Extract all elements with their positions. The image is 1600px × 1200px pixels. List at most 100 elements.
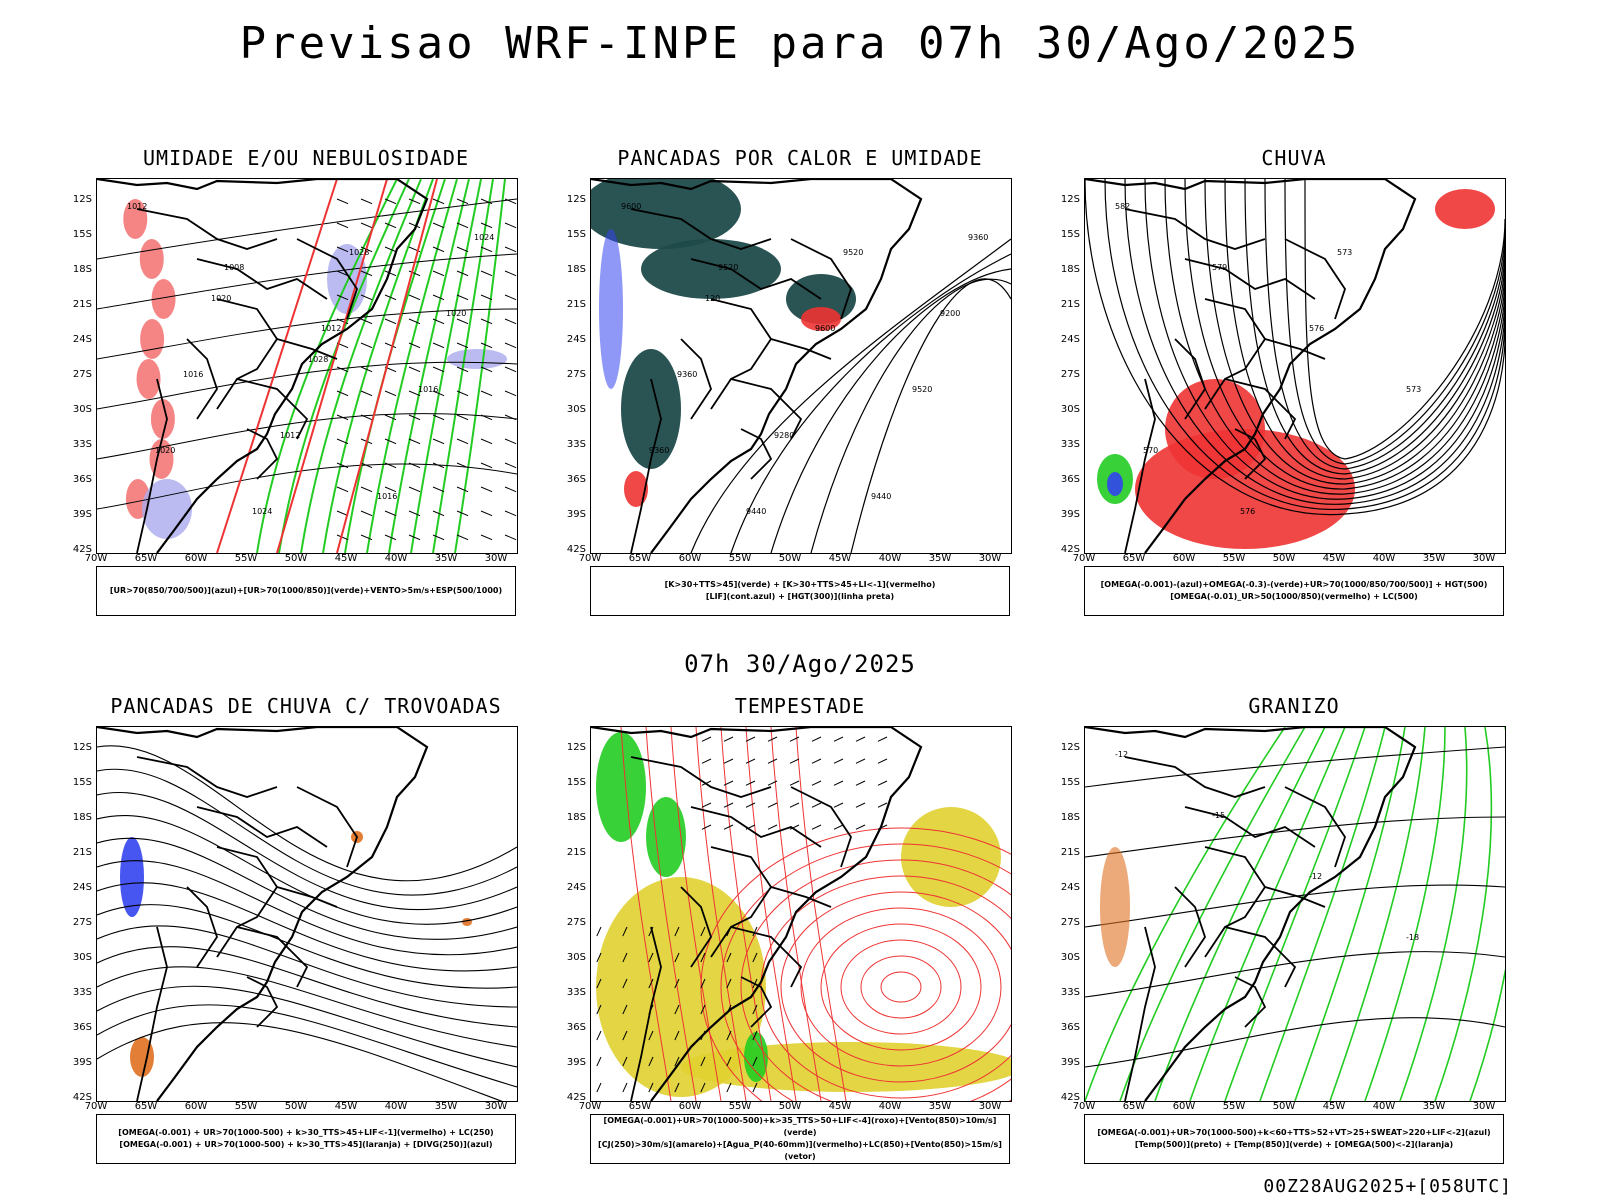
lon-label: 65W	[625, 1101, 655, 1112]
temp500-contour	[1085, 1018, 1505, 1067]
legend-line: [OMEGA(-0.001) + UR>70(1000-500) + k>30_…	[97, 1139, 515, 1151]
lon-label: 60W	[1169, 1101, 1199, 1112]
lat-label: 27S	[66, 917, 92, 928]
wind-vector	[481, 439, 492, 444]
wind-vector	[385, 391, 396, 396]
map-panel-chuva: 582 579 576 573 570 576 573	[1084, 178, 1506, 554]
wind-vector	[433, 223, 444, 228]
contour-label: 1012	[321, 324, 341, 333]
wind-vector	[433, 271, 444, 276]
rain-blue-area	[1107, 472, 1123, 496]
wind-vector	[834, 737, 843, 741]
lon-label: 70W	[1069, 553, 1099, 564]
contour-label: 9520	[718, 263, 738, 272]
lon-label: 35W	[925, 1101, 955, 1112]
contour-label: 9440	[746, 507, 766, 516]
lon-label: 35W	[431, 553, 461, 564]
lon-label: 70W	[575, 1101, 605, 1112]
humidity-red-patch	[140, 319, 164, 359]
wind-vector	[790, 759, 799, 763]
lon-label: 30W	[481, 1101, 511, 1112]
lat-label: 24S	[560, 334, 586, 345]
footer-run-id: 00Z28AUG2025+[058UTC]	[1263, 1176, 1512, 1197]
main-title: Previsao WRF-INPE para 07h 30/Ago/2025	[0, 18, 1600, 69]
streamline-850	[841, 940, 961, 1034]
rain-red-area	[1435, 189, 1495, 229]
streamline-250	[97, 1005, 517, 1087]
contour-label: -18	[1406, 933, 1419, 942]
streamline-850	[821, 924, 981, 1050]
contour-label: 9520	[843, 248, 863, 257]
lat-label: 27S	[560, 917, 586, 928]
lat-label: 24S	[560, 882, 586, 893]
lat-label: 18S	[66, 812, 92, 823]
hgt300-contour	[811, 279, 1011, 553]
lat-label: 15S	[1054, 229, 1080, 240]
lon-label: 35W	[431, 1101, 461, 1112]
legend-chuva: [OMEGA(-0.001)-(azul)+OMEGA(-0.3)-(verde…	[1084, 566, 1504, 616]
lat-label: 24S	[1054, 334, 1080, 345]
wind-vector	[505, 511, 516, 516]
panel-title-granizo: GRANIZO	[1084, 694, 1504, 718]
contour-label: 1016	[377, 492, 397, 501]
panel-title-tempestade: TEMPESTADE	[590, 694, 1010, 718]
lat-label: 21S	[1054, 847, 1080, 858]
lon-label: 65W	[131, 1101, 161, 1112]
panel-title-pancadas-calor: PANCADAS POR CALOR E UMIDADE	[590, 146, 1010, 170]
thickness-red-dashed	[217, 179, 337, 553]
legend-tempestade: [OMEGA(-0.001)+UR>70(1000-500)+k>35_TTS>…	[590, 1114, 1010, 1164]
wind-vector	[385, 247, 396, 252]
wind-vector	[505, 391, 516, 396]
lon-label: 30W	[975, 553, 1005, 564]
contour-label: 582	[1115, 202, 1130, 211]
wind-vector	[834, 759, 843, 763]
wind-vector	[481, 319, 492, 324]
border-line	[1235, 977, 1265, 1027]
border-line	[1285, 239, 1345, 319]
wind-vector	[768, 803, 777, 807]
lon-label: 30W	[975, 1101, 1005, 1112]
lon-label: 60W	[675, 1101, 705, 1112]
wind-vector	[623, 1083, 627, 1092]
wind-vector	[433, 367, 444, 372]
lon-label: 50W	[281, 553, 311, 564]
wind-vector	[768, 737, 777, 741]
lat-label: 27S	[560, 369, 586, 380]
contour-label: 1012	[280, 431, 300, 440]
jet-yellow-area	[901, 807, 1001, 907]
wind-vector	[856, 803, 865, 807]
wind-vector	[724, 803, 733, 807]
wind-vector	[856, 759, 865, 763]
wind-vector	[505, 439, 516, 444]
wind-vector	[385, 319, 396, 324]
legend-pancadas-calor: [K>30+TTS>45](verde) + [K>30+TTS>45+LI<-…	[590, 566, 1010, 616]
contour-label: 573	[1406, 385, 1421, 394]
temp850-contour	[1190, 727, 1345, 1101]
lat-label: 15S	[560, 777, 586, 788]
wind-vector	[433, 343, 444, 348]
wind-vector	[337, 223, 348, 228]
temp850-contour	[1260, 727, 1385, 1101]
lon-label: 45W	[825, 553, 855, 564]
lon-label: 55W	[725, 553, 755, 564]
contour-label: 9600	[621, 202, 641, 211]
lon-label: 35W	[1419, 553, 1449, 564]
wind-vector	[878, 781, 887, 785]
lon-label: 45W	[825, 1101, 855, 1112]
map-panel-tempestade	[590, 726, 1012, 1102]
border-line	[1265, 887, 1325, 907]
legend-granizo: [OMEGA(-0.001)+UR>70(1000-500)+k<60+TTS>…	[1084, 1114, 1504, 1164]
border-line	[791, 787, 851, 867]
wind-vector	[505, 463, 516, 468]
border-line	[187, 339, 217, 419]
wind-vector	[433, 439, 444, 444]
wind-vector	[457, 319, 468, 324]
lat-label: 18S	[66, 264, 92, 275]
lat-label: 33S	[560, 439, 586, 450]
lon-label: 50W	[281, 1101, 311, 1112]
lat-label: 21S	[66, 299, 92, 310]
wind-vector	[746, 759, 755, 763]
map-panel-pancadas-calor: 9600 9520 9600 9520 9360 9440 9520 9200 9360 9280…	[590, 178, 1012, 554]
lat-label: 39S	[560, 1057, 586, 1068]
wind-vector	[768, 759, 777, 763]
